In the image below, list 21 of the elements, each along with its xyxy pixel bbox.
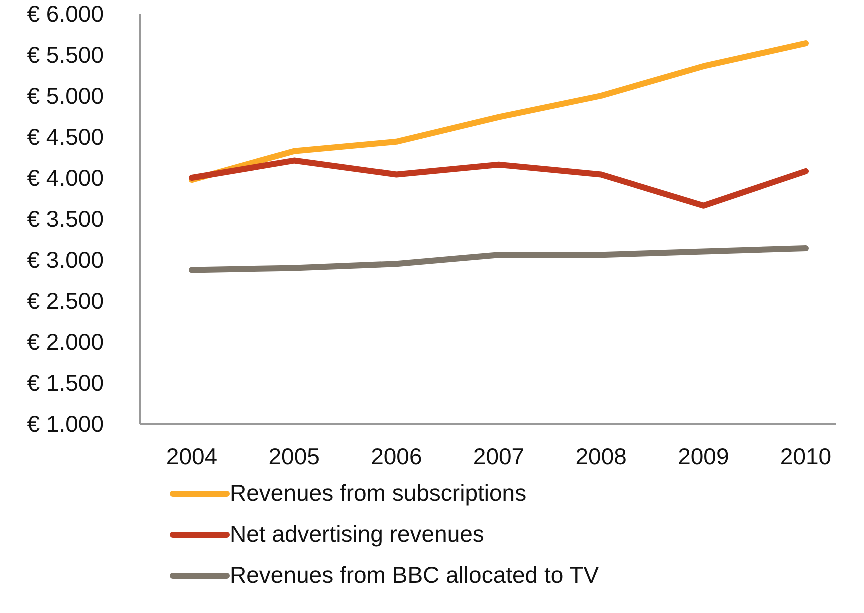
y-tick-label: € 3.500	[27, 206, 104, 232]
legend-label: Net advertising revenues	[230, 521, 484, 548]
y-tick-label: € 5.500	[27, 42, 104, 68]
y-tick-label: € 5.000	[27, 83, 104, 110]
y-tick-label: € 1.000	[27, 411, 104, 438]
y-tick-label: € 2.500	[27, 288, 104, 314]
x-tick-label: 2010	[780, 443, 832, 470]
y-tick-label: € 4.000	[27, 165, 104, 192]
x-tick-label: 2006	[371, 443, 422, 470]
legend-label: Revenues from BBC allocated to TV	[230, 562, 600, 589]
x-tick-label: 2007	[473, 443, 525, 470]
y-tick-label: € 3.000	[27, 247, 104, 274]
x-tick-label: 2008	[576, 443, 627, 470]
x-tick-label: 2004	[166, 443, 218, 470]
x-tick-label: 2009	[678, 443, 730, 470]
y-tick-label: € 4.500	[27, 124, 104, 150]
y-tick-label: € 6.000	[27, 1, 104, 28]
legend-label: Revenues from subscriptions	[230, 480, 527, 507]
y-tick-label: € 2.000	[27, 329, 104, 356]
x-tick-label: 2005	[268, 443, 320, 470]
y-tick-label: € 1.500	[27, 370, 104, 396]
